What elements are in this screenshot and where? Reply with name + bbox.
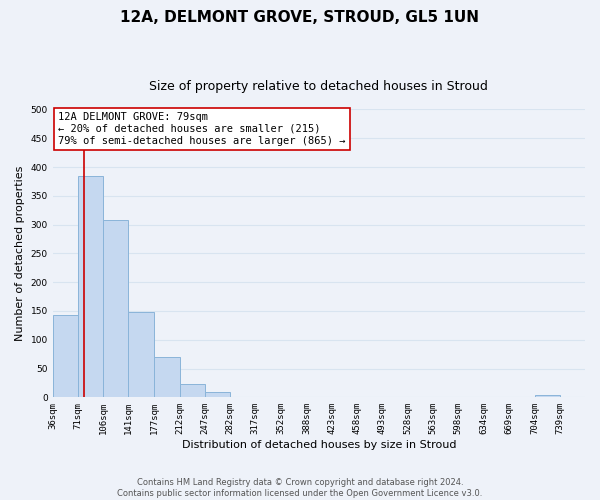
X-axis label: Distribution of detached houses by size in Stroud: Distribution of detached houses by size … — [182, 440, 456, 450]
Bar — [128, 312, 154, 398]
Bar — [103, 220, 128, 398]
Title: Size of property relative to detached houses in Stroud: Size of property relative to detached ho… — [149, 80, 488, 93]
Bar — [53, 315, 78, 398]
Text: Contains HM Land Registry data © Crown copyright and database right 2024.
Contai: Contains HM Land Registry data © Crown c… — [118, 478, 482, 498]
Bar — [205, 392, 230, 398]
Text: 12A, DELMONT GROVE, STROUD, GL5 1UN: 12A, DELMONT GROVE, STROUD, GL5 1UN — [121, 10, 479, 25]
Bar — [154, 357, 179, 398]
Bar — [535, 395, 560, 398]
Bar — [78, 176, 103, 398]
Bar — [179, 384, 205, 398]
Text: 12A DELMONT GROVE: 79sqm
← 20% of detached houses are smaller (215)
79% of semi-: 12A DELMONT GROVE: 79sqm ← 20% of detach… — [58, 112, 346, 146]
Y-axis label: Number of detached properties: Number of detached properties — [15, 166, 25, 341]
